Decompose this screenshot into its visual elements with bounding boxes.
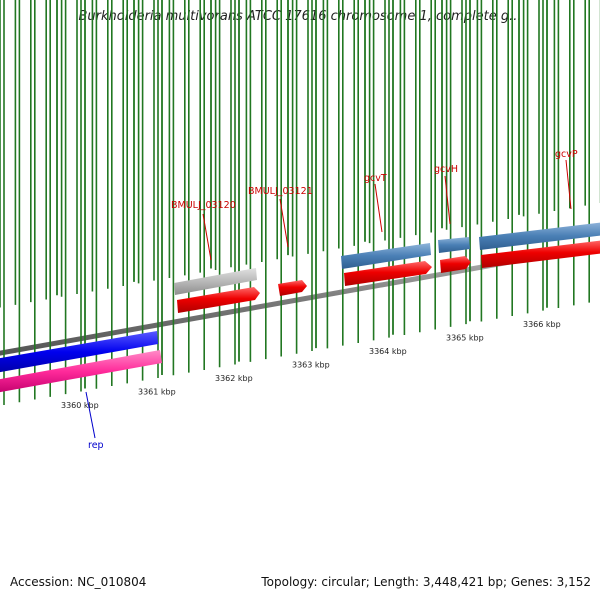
gcvt-cds-arrow[interactable] [344,261,432,286]
minor-tick-track [0,0,600,405]
gene-labels: rep BMULJ_03120 BMULJ_03121 gcvT gcvH gc… [88,149,578,451]
gcvp-cds-arrow[interactable] [481,240,600,268]
gcvp-leader-line [565,159,572,210]
tick-label-3360: 3360 kbp [61,401,99,410]
rep-cds-bar[interactable] [0,331,158,373]
tick-label-3363: 3363 kbp [292,361,330,370]
gene-label-gcvh[interactable]: gcvH [434,164,458,175]
tick-label-3364: 3364 kbp [369,347,407,356]
gene-label-bmulj-03120[interactable]: BMULJ_03120 [171,200,236,211]
tick-label-3361: 3361 kbp [138,388,176,397]
gene-label-gcvt[interactable]: gcvT [364,173,387,184]
bmulj-03120-pseudogene-bar[interactable] [174,268,257,295]
gcvt-gene-bar[interactable] [341,243,431,269]
gene-label-gcvp[interactable]: gcvP [555,149,578,160]
gcvh-cds-arrow[interactable] [440,256,471,273]
gcvp-gene-bar[interactable] [479,222,600,250]
tick-label-3366: 3366 kbp [523,320,561,329]
bmulj-03121-leader-line [279,198,289,248]
gcvt-leader-line [374,183,383,233]
rep-leader-line [85,391,96,439]
tick-label-3365: 3365 kbp [446,334,484,343]
bmulj-03120-cds-arrow[interactable] [177,287,260,313]
gene-label-rep[interactable]: rep [88,440,104,451]
tick-label-3362: 3362 kbp [215,374,253,383]
label-leaders [85,159,572,439]
genome-summary-text: Topology: circular; Length: 3,448,421 bp… [261,575,591,589]
gcvh-gene-bar[interactable] [438,237,470,253]
gene-label-bmulj-03121[interactable]: BMULJ_03121 [248,186,313,197]
bmulj-03120-leader-line [202,213,212,261]
accession-text: Accession: NC_010804 [10,575,147,589]
rep-gene-bar[interactable] [0,350,162,393]
bmulj-03121-cds-arrow[interactable] [278,280,307,296]
gcvh-leader-line [444,175,451,225]
feature-track [0,222,600,393]
